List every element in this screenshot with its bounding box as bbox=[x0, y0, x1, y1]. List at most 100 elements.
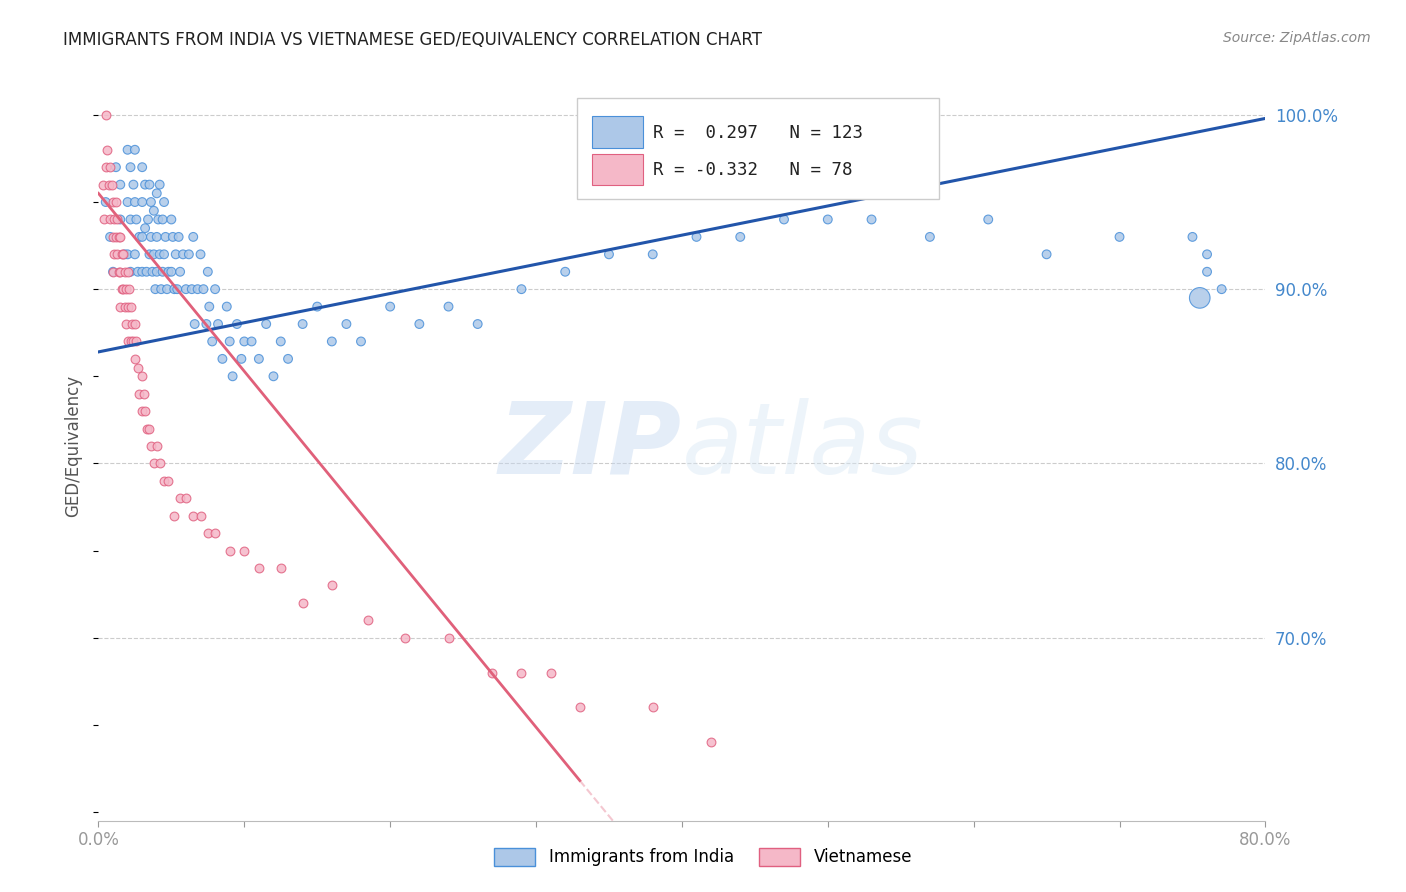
Point bbox=[197, 265, 219, 279]
Point bbox=[233, 334, 256, 349]
Point bbox=[598, 247, 620, 261]
Point bbox=[135, 421, 157, 435]
Point bbox=[105, 247, 128, 261]
Point bbox=[350, 334, 373, 349]
Point bbox=[277, 351, 299, 366]
Text: R = -0.332   N = 78: R = -0.332 N = 78 bbox=[652, 161, 852, 179]
Point bbox=[207, 317, 229, 331]
Point bbox=[221, 369, 243, 384]
Point bbox=[162, 230, 184, 244]
Point bbox=[201, 334, 224, 349]
Point bbox=[108, 265, 131, 279]
Point bbox=[98, 212, 121, 227]
Point bbox=[554, 265, 576, 279]
Point bbox=[270, 561, 292, 575]
Point bbox=[98, 230, 121, 244]
Point bbox=[124, 351, 146, 366]
Point bbox=[120, 212, 142, 227]
Point bbox=[134, 178, 156, 192]
Point bbox=[977, 212, 1000, 227]
Point bbox=[1035, 247, 1057, 261]
Point bbox=[291, 596, 314, 610]
Point bbox=[165, 247, 187, 261]
Point bbox=[138, 247, 160, 261]
Point bbox=[141, 265, 163, 279]
Point bbox=[730, 230, 752, 244]
Point bbox=[110, 265, 132, 279]
Point bbox=[120, 300, 142, 314]
Point bbox=[112, 282, 135, 296]
Point bbox=[104, 195, 127, 210]
Point bbox=[193, 282, 215, 296]
Point bbox=[120, 160, 142, 174]
Point bbox=[152, 265, 174, 279]
Point bbox=[117, 247, 139, 261]
Point bbox=[94, 108, 117, 122]
Point bbox=[247, 561, 270, 575]
Point bbox=[111, 247, 134, 261]
Point bbox=[149, 247, 172, 261]
Point bbox=[101, 265, 124, 279]
Text: IMMIGRANTS FROM INDIA VS VIETNAMESE GED/EQUIVALENCY CORRELATION CHART: IMMIGRANTS FROM INDIA VS VIETNAMESE GED/… bbox=[63, 31, 762, 49]
Point bbox=[125, 212, 148, 227]
Point bbox=[215, 300, 238, 314]
Point bbox=[1195, 265, 1218, 279]
Point bbox=[155, 230, 177, 244]
Point bbox=[254, 317, 277, 331]
Point bbox=[481, 665, 503, 680]
Point bbox=[108, 230, 131, 244]
Point bbox=[204, 282, 226, 296]
Point bbox=[115, 317, 138, 331]
Point bbox=[128, 386, 150, 401]
Point bbox=[204, 526, 226, 541]
Point bbox=[1195, 247, 1218, 261]
Point bbox=[101, 265, 124, 279]
Point bbox=[110, 212, 132, 227]
Legend: Immigrants from India, Vietnamese: Immigrants from India, Vietnamese bbox=[486, 841, 920, 873]
Point bbox=[1181, 230, 1204, 244]
Point bbox=[181, 230, 204, 244]
Point bbox=[157, 265, 180, 279]
Point bbox=[117, 195, 139, 210]
Point bbox=[131, 369, 153, 384]
Point bbox=[467, 317, 489, 331]
Point bbox=[131, 195, 153, 210]
Point bbox=[142, 457, 165, 471]
Point bbox=[181, 508, 204, 523]
Point bbox=[110, 300, 132, 314]
Point bbox=[153, 195, 176, 210]
Point bbox=[127, 360, 149, 375]
Text: Source: ZipAtlas.com: Source: ZipAtlas.com bbox=[1223, 31, 1371, 45]
Point bbox=[408, 317, 430, 331]
Point bbox=[153, 247, 176, 261]
Point bbox=[321, 334, 343, 349]
Point bbox=[96, 143, 118, 157]
Point bbox=[357, 613, 380, 627]
Point bbox=[321, 578, 343, 592]
Point bbox=[180, 282, 202, 296]
Point bbox=[817, 212, 839, 227]
Point bbox=[120, 334, 142, 349]
Point bbox=[860, 212, 883, 227]
Point bbox=[146, 186, 169, 201]
Point bbox=[124, 143, 146, 157]
Point bbox=[169, 491, 191, 506]
Point bbox=[270, 334, 292, 349]
Point bbox=[127, 265, 149, 279]
Point bbox=[335, 317, 357, 331]
Point bbox=[122, 334, 145, 349]
Point bbox=[187, 282, 209, 296]
Point bbox=[233, 543, 256, 558]
Point bbox=[105, 212, 128, 227]
Point bbox=[131, 404, 153, 418]
Point bbox=[166, 282, 188, 296]
Point bbox=[641, 247, 664, 261]
Point bbox=[101, 230, 124, 244]
Point bbox=[160, 265, 183, 279]
Point bbox=[190, 247, 212, 261]
Point bbox=[169, 265, 191, 279]
Point bbox=[918, 230, 941, 244]
Point bbox=[117, 265, 139, 279]
Point bbox=[172, 247, 194, 261]
Point bbox=[394, 631, 416, 645]
